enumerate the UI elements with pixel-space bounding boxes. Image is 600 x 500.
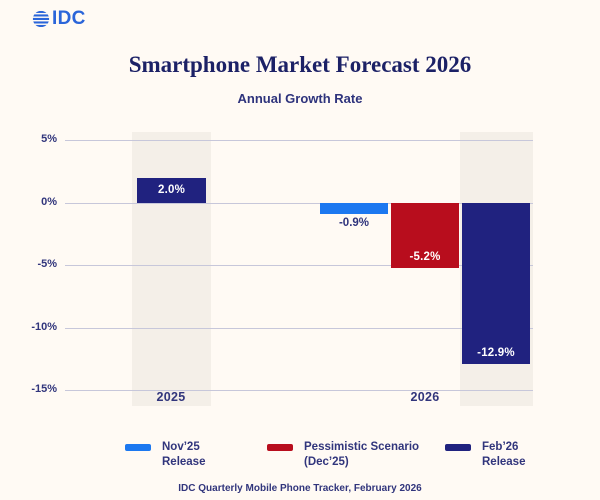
bar-2026-feb26-release: -12.9% <box>462 202 530 364</box>
legend-label: Pessimistic Scenario (Dec’25) <box>304 441 420 468</box>
x-axis-label-2025: 2025 <box>156 390 186 404</box>
legend-label: Nov’25 Release <box>162 441 206 468</box>
bar-value-label: -5.2% <box>409 250 441 263</box>
idc-globe-icon <box>32 10 50 28</box>
legend-swatch-red <box>267 444 293 451</box>
chart-title: Smartphone Market Forecast 2026 <box>128 52 472 77</box>
gridline <box>65 265 533 266</box>
y-tick-label: -15% <box>31 383 57 395</box>
chart-subtitle: Annual Growth Rate <box>237 91 363 106</box>
legend-label: Feb’26 Release <box>482 441 526 468</box>
bar-2026-pessimistic-scenario: -5.2% <box>391 202 459 268</box>
bar-value-label: -12.9% <box>477 346 515 359</box>
y-tick-label: 5% <box>41 133 57 145</box>
gridline <box>65 140 533 141</box>
bar-2025-feb26-release: 2.0% <box>137 177 206 203</box>
source-note: IDC Quarterly Mobile Phone Tracker, Febr… <box>178 483 422 494</box>
bar-value-label: 2.0% <box>157 184 185 196</box>
gridline <box>65 390 533 391</box>
legend-item-feb26-release: Feb’26 Release <box>445 440 525 470</box>
legend-item-nov25-release: Nov’25 Release <box>125 440 205 470</box>
gridline <box>65 202 533 204</box>
bar-2026-nov25-release <box>320 202 388 214</box>
legend-swatch-navy <box>445 444 471 451</box>
bar-value-label: -0.9% <box>338 217 370 229</box>
y-tick-label: -10% <box>31 320 57 333</box>
legend-swatch-blue <box>125 444 151 451</box>
x-axis-label-2026: 2026 <box>410 390 440 404</box>
legend-item-pessimistic-scenario: Pessimistic Scenario (Dec’25) <box>267 440 419 470</box>
idc-logo-text: IDC <box>52 8 86 29</box>
idc-logo: IDC <box>32 8 86 29</box>
y-tick-label: -5% <box>37 258 57 270</box>
gridline <box>65 327 533 329</box>
y-tick-label: 0% <box>41 195 57 208</box>
highlight-band-2025 <box>132 132 211 406</box>
